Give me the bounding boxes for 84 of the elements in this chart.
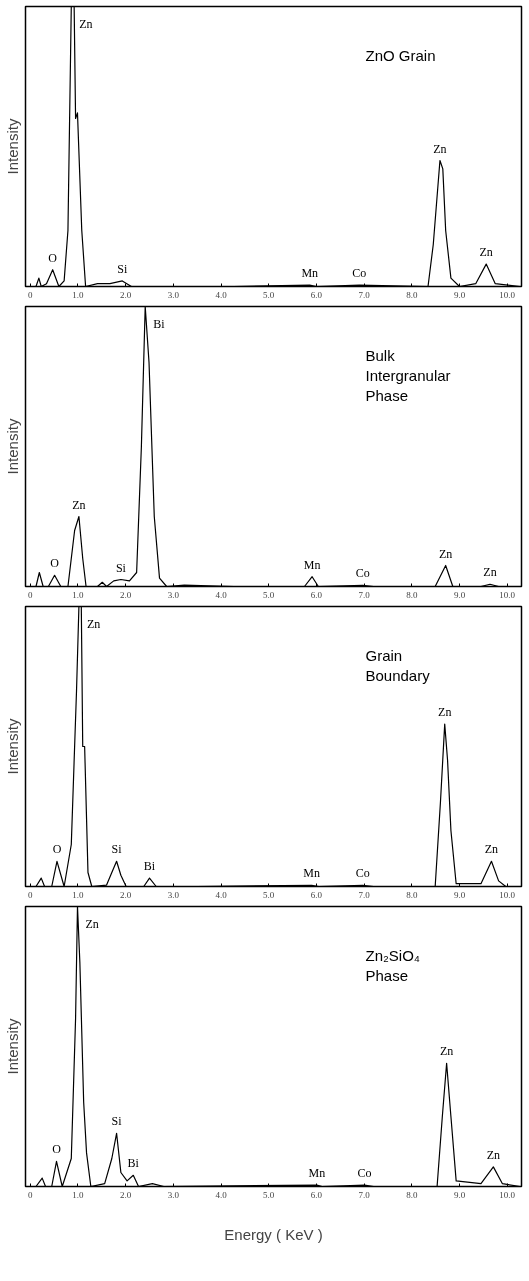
annotation: Zn bbox=[85, 916, 99, 931]
y-axis-title: Intensity bbox=[3, 1018, 21, 1075]
x-tick-label: 4.0 bbox=[215, 589, 228, 600]
x-tick-label: 2.0 bbox=[120, 589, 132, 600]
x-tick-label: 5.0 bbox=[263, 589, 275, 600]
annotation: O bbox=[50, 556, 60, 571]
x-tick-label: 8.0 bbox=[406, 289, 418, 300]
annotation: Mn bbox=[308, 1166, 326, 1181]
x-tick-label: 6.0 bbox=[310, 589, 323, 600]
x-tick-label: 0 bbox=[28, 289, 34, 300]
text: Grain Boundary bbox=[365, 646, 431, 684]
x-tick-label: 0 bbox=[28, 589, 34, 600]
x-tick-label: 1.0 bbox=[72, 289, 85, 300]
x-tick-label: 1.0 bbox=[72, 1189, 85, 1200]
x-tick-label: 7.0 bbox=[358, 289, 371, 300]
annotation: Si bbox=[111, 842, 123, 857]
annotation: Co bbox=[355, 566, 370, 581]
y-axis-title: Intensity bbox=[3, 718, 21, 775]
annotation: Co bbox=[357, 1166, 372, 1181]
y-axis-title: Intensity bbox=[3, 118, 21, 175]
x-tick-label: 9.0 bbox=[453, 889, 466, 900]
x-tick-label: 1.0 bbox=[72, 889, 85, 900]
text: Bulk Intergranular Phase bbox=[365, 346, 451, 405]
annotation: Si bbox=[115, 560, 127, 575]
x-tick-label: 10.0 bbox=[499, 289, 516, 300]
annotation: Co bbox=[355, 866, 370, 881]
x-tick-label: 2.0 bbox=[120, 889, 132, 900]
x-tick-label: 10.0 bbox=[499, 1189, 516, 1200]
annotation: O bbox=[52, 1142, 62, 1157]
annotation: O bbox=[52, 842, 62, 857]
annotation: Zn bbox=[86, 616, 101, 631]
x-tick-label: 6.0 bbox=[310, 889, 323, 900]
x-tick-label: 3.0 bbox=[167, 1189, 180, 1200]
x-tick-label: 9.0 bbox=[453, 1189, 466, 1200]
text: Zn₂SiO₄ Phase bbox=[365, 946, 420, 984]
annotation: Mn bbox=[301, 266, 319, 281]
x-tick-label: 2.0 bbox=[120, 1189, 132, 1200]
x-tick-label: 9.0 bbox=[453, 289, 466, 300]
x-tick-label: 2.0 bbox=[120, 289, 132, 300]
x-tick-label: 4.0 bbox=[215, 1189, 228, 1200]
annotation: Zn bbox=[72, 497, 86, 512]
x-tick-label: 4.0 bbox=[215, 289, 228, 300]
x-axis-title: Energy ( KeV ) bbox=[224, 1225, 323, 1243]
x-tick-label: 7.0 bbox=[358, 1189, 371, 1200]
x-tick-label: 9.0 bbox=[453, 589, 466, 600]
annotation: Zn bbox=[433, 141, 447, 156]
x-tick-label: 10.0 bbox=[499, 589, 516, 600]
annotation: Zn bbox=[439, 1044, 454, 1059]
x-tick-label: 3.0 bbox=[167, 589, 180, 600]
x-tick-label: 3.0 bbox=[167, 889, 180, 900]
x-tick-label: 6.0 bbox=[310, 1189, 323, 1200]
annotation: Si bbox=[111, 1114, 123, 1129]
x-tick-label: 0 bbox=[28, 1189, 34, 1200]
x-tick-label: 0 bbox=[28, 889, 34, 900]
x-tick-label: 4.0 bbox=[215, 889, 228, 900]
x-tick-label: 8.0 bbox=[406, 589, 418, 600]
annotation: Zn bbox=[486, 1147, 501, 1162]
x-tick-label: 7.0 bbox=[358, 889, 371, 900]
x-tick-label: 1.0 bbox=[72, 589, 85, 600]
x-tick-label: 8.0 bbox=[406, 1189, 418, 1200]
x-tick-label: 7.0 bbox=[358, 589, 371, 600]
annotation: Bi bbox=[127, 1156, 140, 1171]
annotation: Zn bbox=[439, 546, 453, 561]
x-tick-label: 6.0 bbox=[310, 289, 323, 300]
x-tick-label: 5.0 bbox=[263, 289, 275, 300]
annotation: Zn bbox=[483, 565, 497, 580]
x-tick-label: 8.0 bbox=[406, 889, 418, 900]
x-tick-label: 10.0 bbox=[499, 889, 516, 900]
annotation: Mn bbox=[303, 557, 321, 572]
annotation: Zn bbox=[79, 16, 93, 31]
annotation: O bbox=[48, 250, 58, 265]
annotation: Mn bbox=[303, 866, 320, 881]
y-axis-title: Intensity bbox=[3, 418, 21, 475]
annotation: Bi bbox=[143, 859, 156, 874]
x-tick-label: 5.0 bbox=[263, 1189, 275, 1200]
annotation: Zn bbox=[484, 842, 499, 857]
annotation: Si bbox=[117, 261, 128, 276]
annotation: Zn bbox=[479, 245, 493, 260]
annotation: Co bbox=[352, 266, 367, 281]
annotation: Bi bbox=[153, 316, 166, 331]
annotation: Zn bbox=[438, 705, 452, 720]
text: ZnO Grain bbox=[365, 46, 436, 64]
x-tick-label: 5.0 bbox=[263, 889, 275, 900]
x-tick-label: 3.0 bbox=[167, 289, 180, 300]
